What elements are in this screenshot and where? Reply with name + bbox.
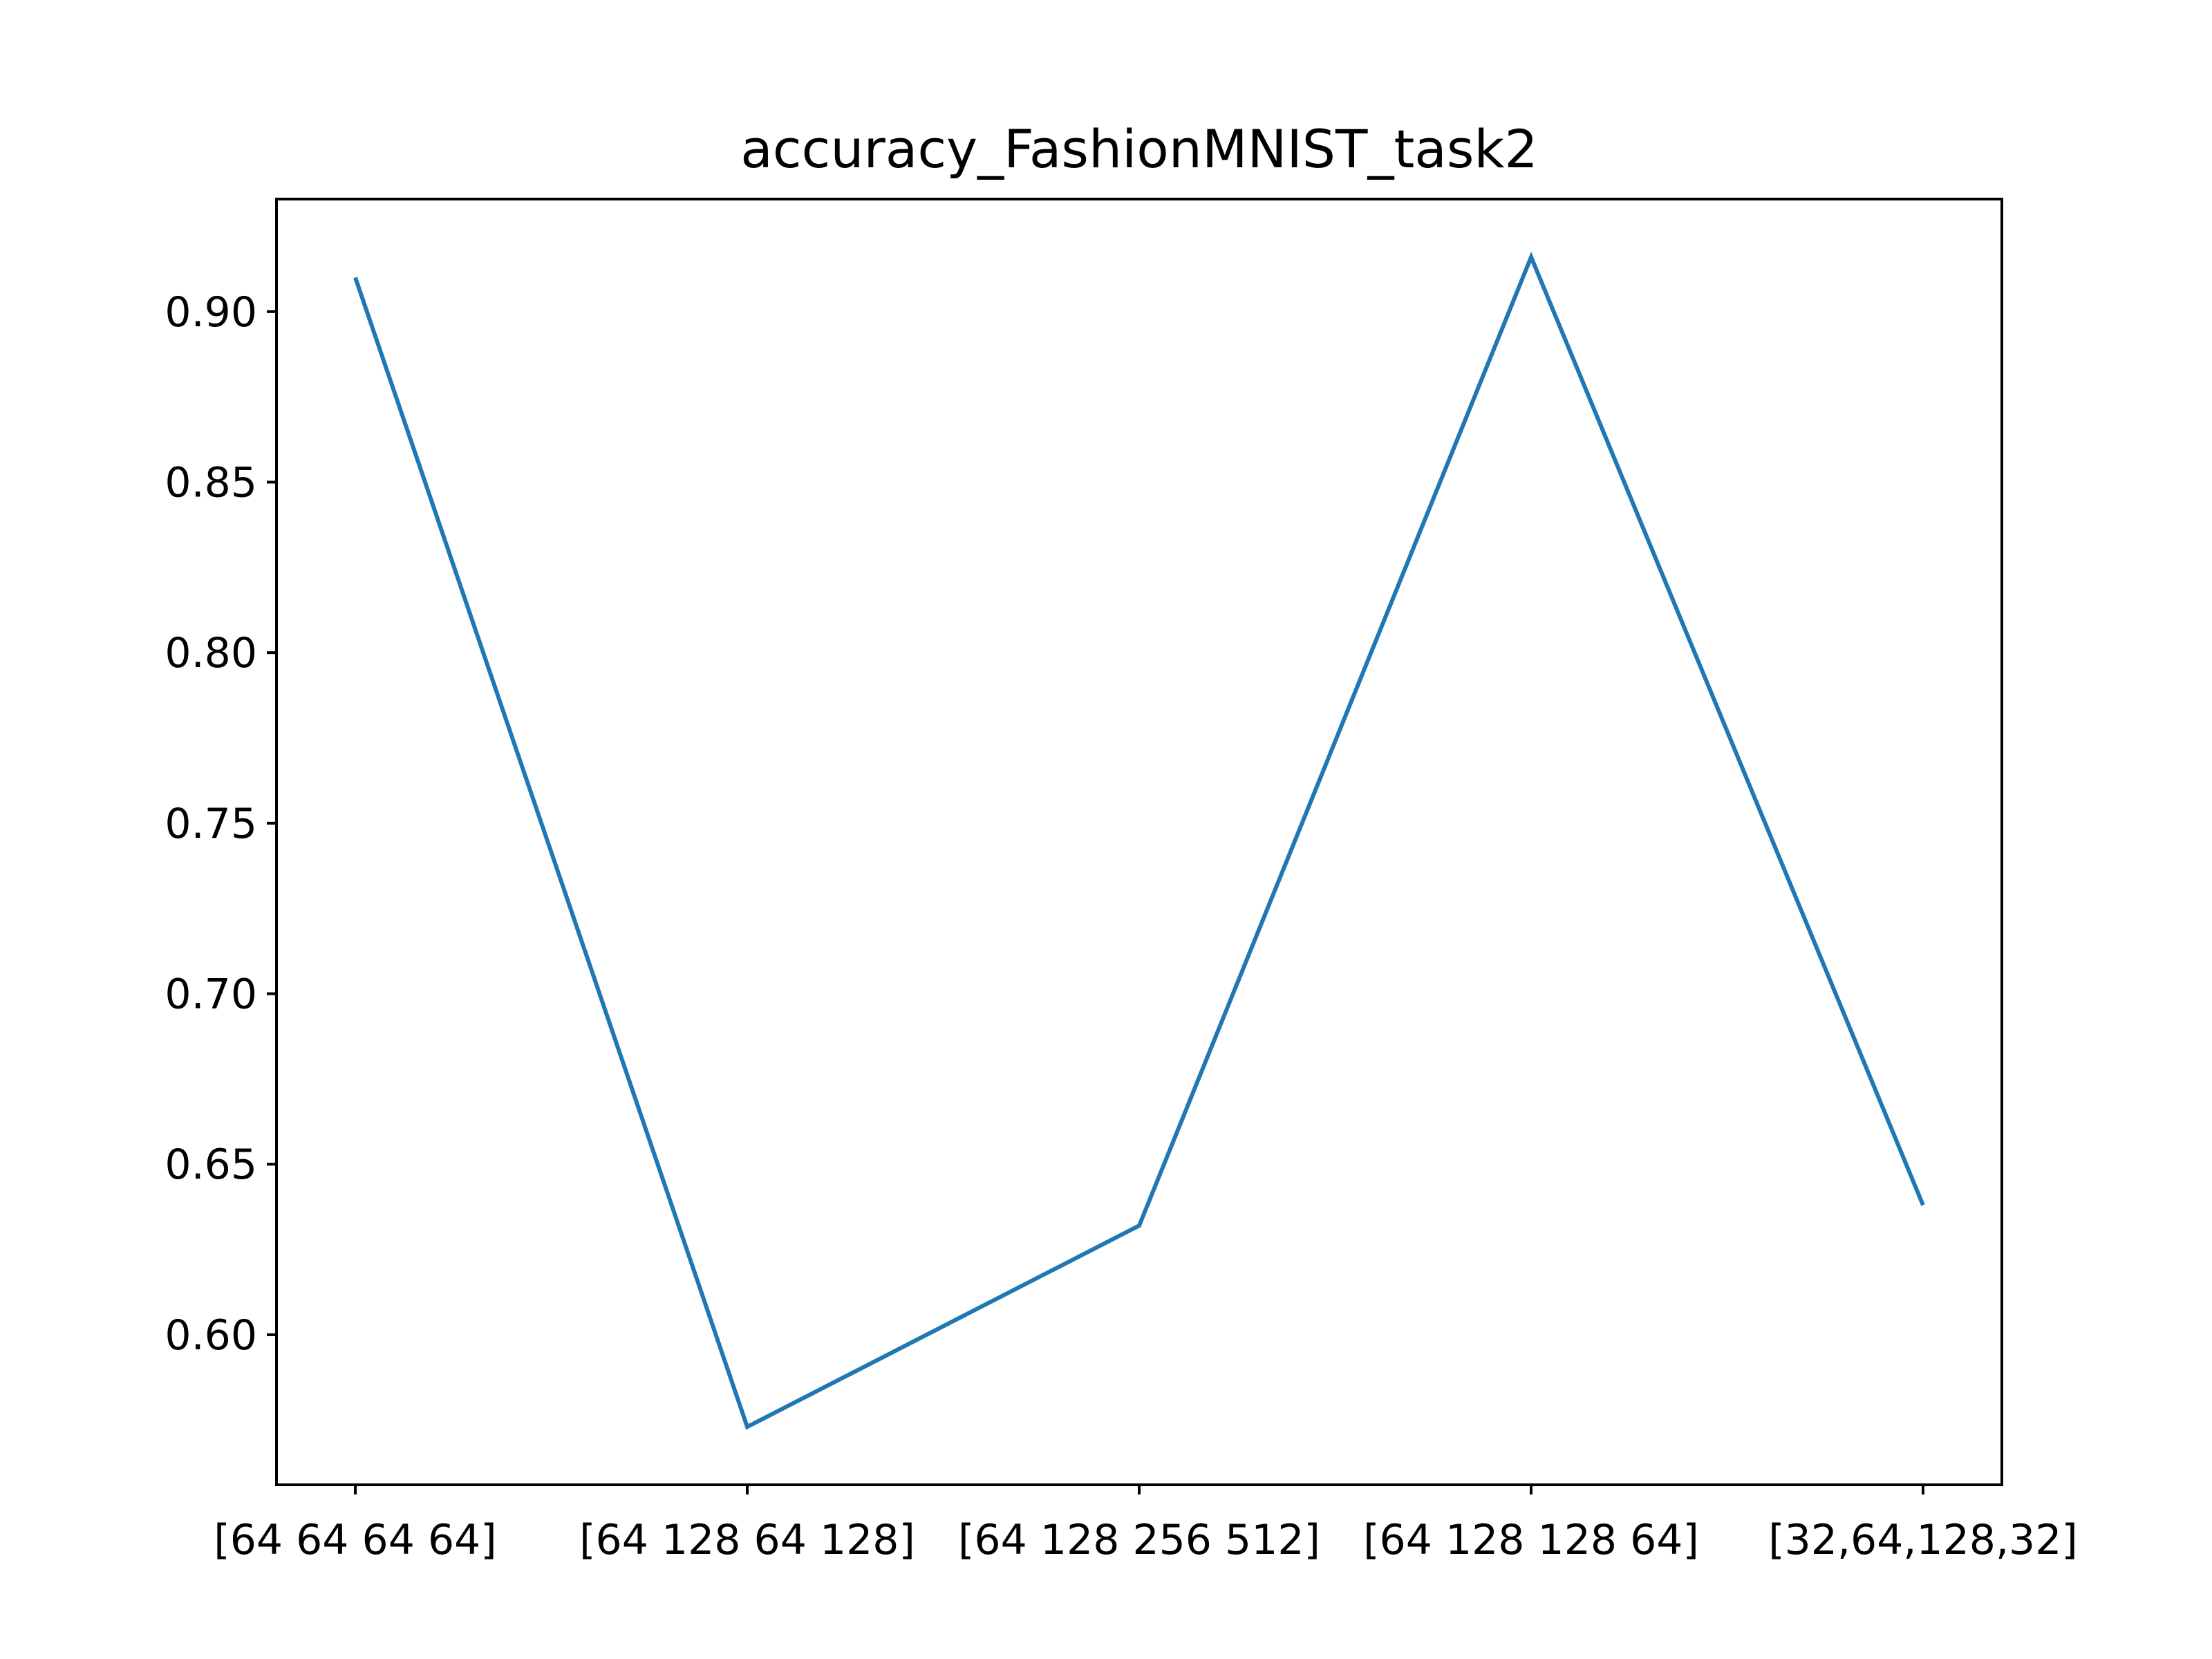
- series-line: [353, 251, 1925, 1430]
- plot-series: [353, 251, 1925, 1430]
- y-axis: 0.60 0.65 0.70 0.75 0.80 0.85 0.90: [165, 288, 276, 1360]
- x-tick-label: [64 128 64 128]: [579, 1516, 915, 1564]
- plot-frame: [275, 198, 2003, 1486]
- x-axis: [64 64 64 64] [64 128 64 128] [64 128 256 …: [214, 1485, 2078, 1564]
- y-tick-label: 0.75: [165, 800, 257, 848]
- x-tick-label: [64 128 256 512]: [958, 1516, 1320, 1564]
- y-tick-label: 0.85: [165, 458, 257, 507]
- x-tick-label: [64 128 128 64]: [1363, 1516, 1699, 1564]
- y-tick-label: 0.60: [165, 1311, 257, 1360]
- chart-title: accuracy_FashionMNIST_task2: [740, 118, 1538, 180]
- y-tick-label: 0.90: [165, 288, 257, 337]
- y-tick-label: 0.65: [165, 1141, 257, 1189]
- x-tick-label: [32,64,128,32]: [1768, 1516, 2078, 1564]
- y-tick-label: 0.70: [165, 971, 257, 1019]
- y-tick-label: 0.80: [165, 629, 257, 677]
- x-tick-label: [64 64 64 64]: [214, 1516, 496, 1564]
